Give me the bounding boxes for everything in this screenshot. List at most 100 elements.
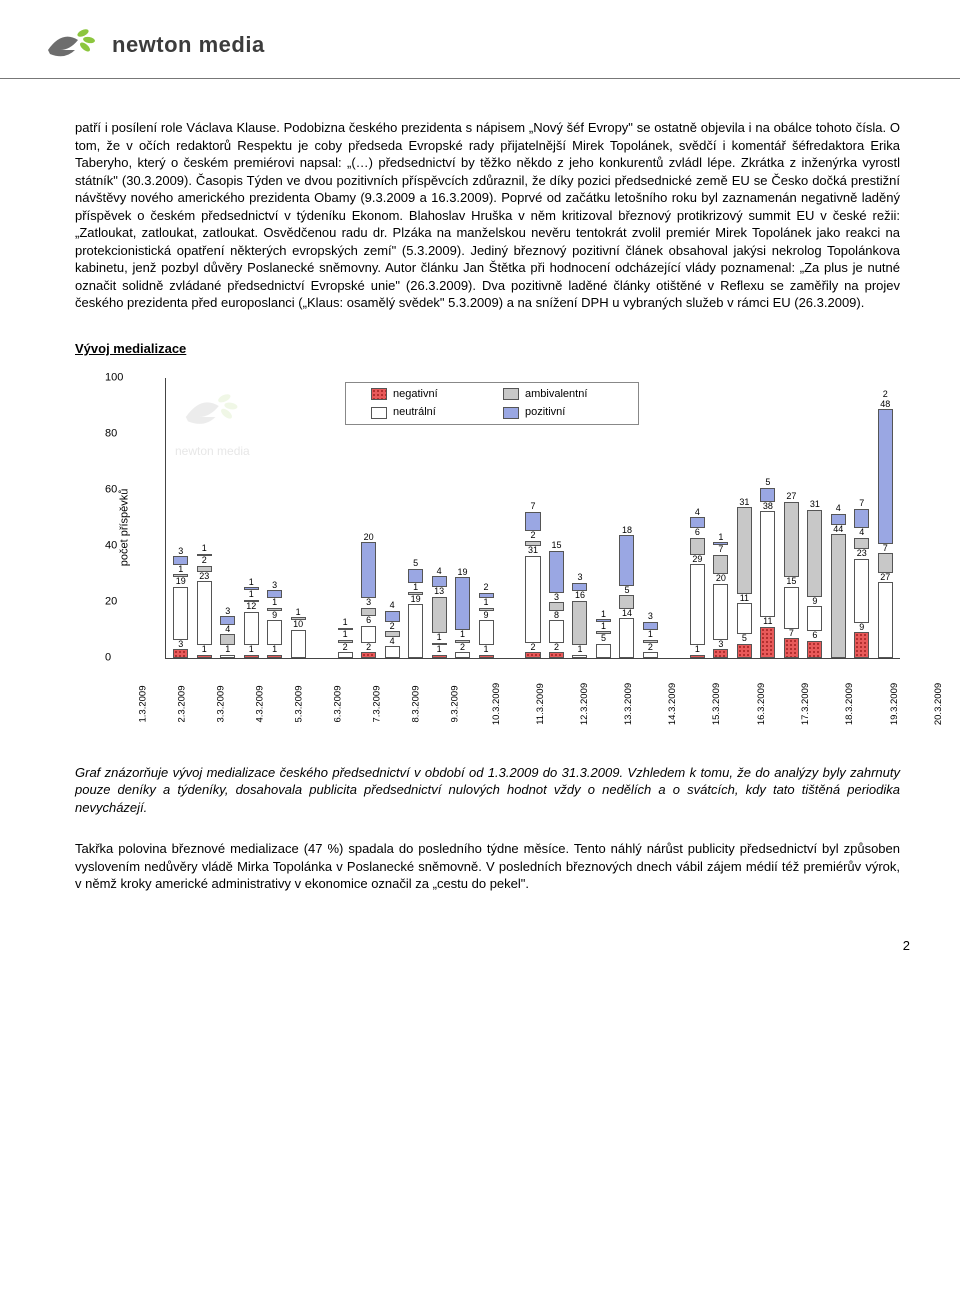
bar-seg-neu xyxy=(619,618,634,657)
bar-seg-pos xyxy=(854,509,869,529)
bar-seg-neg xyxy=(690,655,705,658)
chart-caption: Graf znázorňuje vývoj medializace českéh… xyxy=(75,764,900,817)
bar-value-label: 14 xyxy=(622,609,632,618)
bar-value-label: 19 xyxy=(411,595,421,604)
bar-seg-neu xyxy=(572,655,587,658)
bar-value-label: 48 xyxy=(880,400,890,409)
bar-seg-amb xyxy=(619,595,634,609)
bar-value-label: 7 xyxy=(531,502,536,511)
legend-item-amb: ambivalentní xyxy=(503,387,613,402)
bar-seg-neg xyxy=(361,652,376,658)
bar-value-label: 6 xyxy=(695,528,700,537)
bar-value-label: 3 xyxy=(718,640,723,649)
bar-value-label: 4 xyxy=(225,625,230,634)
bar-value-label: 15 xyxy=(786,577,796,586)
bar-seg-neu xyxy=(479,620,494,645)
bar-col: 11134 xyxy=(428,567,449,658)
section-title: Vývoj medializace xyxy=(75,340,900,358)
bar-seg-pos xyxy=(455,577,470,630)
bar-value-label: 5 xyxy=(742,634,747,643)
bar-value-label: 7 xyxy=(789,629,794,638)
bar-value-label: 5 xyxy=(765,478,770,487)
bar-seg-amb xyxy=(713,555,728,575)
bar-value-label: 15 xyxy=(551,541,561,550)
bar-value-label: 1 xyxy=(249,578,254,587)
bar-value-label: 3 xyxy=(178,640,183,649)
bar-seg-neg xyxy=(760,627,775,658)
bar-value-label: 9 xyxy=(272,611,277,620)
legend-item-neg: negativní xyxy=(371,387,481,402)
chart: počet příspěvků 020406080100 newton medi… xyxy=(115,378,900,734)
bar-seg-neg xyxy=(807,641,822,658)
bar-value-label: 3 xyxy=(648,612,653,621)
bar-value-label: 2 xyxy=(484,583,489,592)
bar-value-label: 1 xyxy=(272,598,277,607)
bar-value-label: 18 xyxy=(622,526,632,535)
bar-value-label: 4 xyxy=(859,528,864,537)
bar-seg-neu xyxy=(760,511,775,617)
bar-value-label: 1 xyxy=(413,583,418,592)
bar-value-label: 19 xyxy=(176,577,186,586)
bar-value-label: 4 xyxy=(390,601,395,610)
logo-text: newton media xyxy=(112,30,265,60)
bar-value-label: 1 xyxy=(437,633,442,642)
page: newton media patří i posílení role Václa… xyxy=(0,0,960,994)
legend-item-pos: pozitivní xyxy=(503,405,613,420)
bar-value-label: 5 xyxy=(601,634,606,643)
bar-value-label: 1 xyxy=(437,645,442,654)
bar-col: 32071 xyxy=(710,533,731,658)
bar-col: 11211 xyxy=(240,578,261,658)
bar-value-label: 2 xyxy=(366,643,371,652)
bar-value-label: 2 xyxy=(460,643,465,652)
y-tick: 20 xyxy=(105,594,161,609)
bar-seg-amb xyxy=(878,553,893,573)
bar-col: 26320 xyxy=(358,533,379,658)
bar-seg-neg xyxy=(197,655,212,658)
bar-seg-amb xyxy=(784,502,799,578)
bar-col: 143 xyxy=(217,607,238,658)
bar-value-label: 1 xyxy=(249,590,254,599)
bar-value-label: 2 xyxy=(343,643,348,652)
bar-value-label: 12 xyxy=(246,602,256,611)
bar-col: 1912 xyxy=(475,583,496,657)
intro-paragraph: patří i posílení role Václava Klause. Po… xyxy=(75,119,900,312)
bar-col: 277482 xyxy=(875,390,896,657)
bar-value-label: 11 xyxy=(740,594,749,603)
bar-seg-pos xyxy=(878,409,893,543)
bar-value-label: 8 xyxy=(554,611,559,620)
bar-seg-neg xyxy=(737,644,752,658)
bar-seg-pos xyxy=(760,488,775,502)
bar-seg-neg xyxy=(244,655,259,658)
bar-seg-neu xyxy=(244,612,259,646)
bar-seg-amb xyxy=(807,510,822,597)
y-tick: 80 xyxy=(105,426,161,441)
bar-value-label: 4 xyxy=(695,508,700,517)
bar-value-label: 1 xyxy=(718,533,723,542)
bar-seg-neu xyxy=(455,652,470,658)
bar-col: 2119 xyxy=(452,568,473,658)
bar-col: 6931 xyxy=(804,500,825,657)
bar-col: 101 xyxy=(287,608,308,658)
bar-col: 12321 xyxy=(193,544,214,657)
plot-area: newton media negativníambivalentníneutrá… xyxy=(165,378,900,678)
bar-seg-neg xyxy=(173,649,188,657)
bar-value-label: 1 xyxy=(343,618,348,627)
bar-value-label: 44 xyxy=(833,525,843,534)
bar-seg-neu xyxy=(854,559,869,623)
header: newton media xyxy=(0,0,960,79)
bar-seg-neg xyxy=(267,655,282,658)
bar-col: 1913 xyxy=(264,581,285,658)
bar-col: 213 xyxy=(640,612,661,657)
bar-seg-neu xyxy=(385,646,400,657)
page-number: 2 xyxy=(0,907,960,955)
bar-seg-neu xyxy=(878,582,893,658)
bar-seg-pos xyxy=(361,542,376,598)
closing-paragraph: Takřka polovina březnové medializace (47… xyxy=(75,840,900,893)
bar-value-label: 3 xyxy=(272,581,277,590)
bar-seg-neu xyxy=(408,604,423,657)
bar-value-label: 2 xyxy=(554,643,559,652)
bar-seg-neu xyxy=(737,603,752,634)
bar-value-label: 4 xyxy=(390,637,395,646)
bar-value-label: 3 xyxy=(554,593,559,602)
bar-seg-neg xyxy=(432,655,447,658)
